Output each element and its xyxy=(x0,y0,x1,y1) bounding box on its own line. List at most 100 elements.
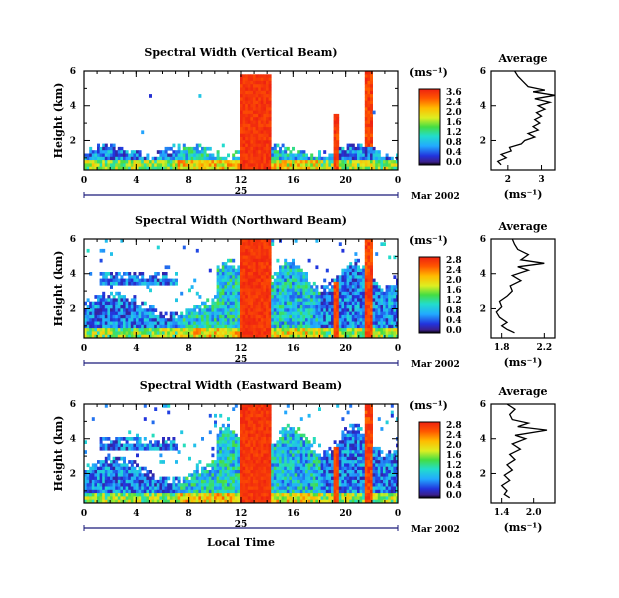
profile-y-tick-label: 4 xyxy=(480,270,486,280)
heatmap-cell xyxy=(136,281,139,286)
heatmap-cell xyxy=(367,160,371,164)
heatmap-cell xyxy=(279,470,282,474)
heatmap-cell xyxy=(370,248,373,253)
heatmap-cell xyxy=(294,265,298,270)
heatmap-cell xyxy=(245,493,249,497)
heatmap-cell xyxy=(232,473,236,477)
heatmap-cell xyxy=(258,127,262,131)
heatmap-cell xyxy=(206,321,210,326)
heatmap-cell xyxy=(245,417,249,421)
heatmap-cell xyxy=(240,305,243,309)
heatmap-cell xyxy=(297,318,301,322)
heatmap-cell xyxy=(299,446,303,451)
heatmap-cell xyxy=(344,295,347,299)
heatmap-cell xyxy=(286,288,290,293)
heatmap-cell xyxy=(169,334,173,338)
heatmap-cell xyxy=(110,466,113,471)
heatmap-cell xyxy=(86,476,90,481)
heatmap-cell xyxy=(169,489,173,494)
heatmap-cell xyxy=(255,324,259,329)
heatmap-cell xyxy=(367,285,371,289)
heatmap-cell xyxy=(276,466,280,471)
heatmap-cell xyxy=(289,443,293,448)
heatmap-cell xyxy=(260,483,264,487)
heatmap-cell xyxy=(240,245,243,250)
heatmap-cell xyxy=(250,298,254,303)
heatmap-cell xyxy=(133,443,137,448)
heatmap-cell xyxy=(250,255,254,260)
heatmap-cell xyxy=(393,285,397,289)
heatmap-cell xyxy=(185,166,189,170)
heatmap-cell xyxy=(130,156,134,161)
heatmap-cell xyxy=(237,150,241,154)
heatmap-cell xyxy=(263,281,267,286)
heatmap-cell xyxy=(266,84,269,88)
heatmap-cell xyxy=(247,291,251,296)
heatmap-cell xyxy=(273,272,277,276)
heatmap-cell xyxy=(286,328,290,332)
heatmap-cell xyxy=(120,281,124,286)
heatmap-cell xyxy=(346,160,350,164)
heatmap-cell xyxy=(247,433,251,438)
heatmap-cell xyxy=(266,265,269,270)
heatmap-cell xyxy=(325,314,329,319)
heatmap-cell xyxy=(247,489,251,494)
heatmap-cell xyxy=(195,318,199,322)
heatmap-cell xyxy=(117,278,121,283)
heatmap-cell xyxy=(219,324,223,329)
heatmap-cell xyxy=(281,496,285,501)
heatmap-cell xyxy=(237,281,241,286)
heatmap-cell xyxy=(240,272,243,276)
heatmap-cell xyxy=(208,479,212,484)
heatmap-cell xyxy=(164,166,168,170)
heatmap-cell xyxy=(357,150,360,154)
heatmap-cell xyxy=(180,153,184,158)
heatmap-cell xyxy=(380,324,384,329)
heatmap-cell xyxy=(185,318,189,322)
heatmap-cell xyxy=(320,311,324,316)
heatmap-cell xyxy=(112,314,116,319)
heatmap-cell xyxy=(396,285,398,289)
heatmap-cell xyxy=(357,163,360,168)
heatmap-cell xyxy=(227,476,230,481)
heatmap-cell xyxy=(279,328,282,332)
heatmap-cell xyxy=(125,160,129,164)
heatmap-cell xyxy=(164,156,168,161)
heatmap-cell xyxy=(260,107,264,111)
heatmap-cell xyxy=(112,470,116,474)
heatmap-cell xyxy=(253,272,256,276)
heatmap-cell xyxy=(294,239,298,243)
heatmap-cell xyxy=(281,489,285,494)
heatmap-cell xyxy=(227,314,230,319)
heatmap-cell xyxy=(198,166,202,170)
heatmap-cell xyxy=(242,275,246,279)
heatmap-cell xyxy=(240,413,243,418)
heatmap-cell xyxy=(250,334,254,338)
heatmap-cell xyxy=(315,305,319,309)
heatmap-cell xyxy=(214,476,217,481)
heatmap-cell xyxy=(110,493,113,497)
heatmap-cell xyxy=(99,278,103,283)
heatmap-cell xyxy=(258,130,262,135)
heatmap-cell xyxy=(130,437,134,441)
heatmap-cell xyxy=(250,413,254,418)
heatmap-cell xyxy=(385,328,389,332)
heatmap-cell xyxy=(388,166,392,170)
heatmap-cell xyxy=(107,489,111,494)
heatmap-cell xyxy=(268,156,272,161)
heatmap-cell xyxy=(341,150,345,154)
heatmap-cell xyxy=(169,443,173,448)
heatmap-cell xyxy=(294,321,298,326)
heatmap-cell xyxy=(370,90,373,95)
heatmap-cell xyxy=(237,166,241,170)
heatmap-cell xyxy=(232,272,236,276)
heatmap-cell xyxy=(247,456,251,461)
heatmap-cell xyxy=(97,473,100,477)
heatmap-cell xyxy=(367,84,371,88)
heatmap-cell xyxy=(263,407,267,411)
heatmap-cell xyxy=(130,305,134,309)
heatmap-cell xyxy=(136,334,139,338)
heatmap-cell xyxy=(143,473,147,477)
heatmap-cell xyxy=(221,301,225,306)
heatmap-cell xyxy=(390,291,394,296)
